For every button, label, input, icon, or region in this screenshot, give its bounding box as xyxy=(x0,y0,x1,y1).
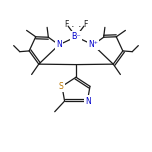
Text: N⁺: N⁺ xyxy=(88,40,98,49)
Text: B⁻: B⁻ xyxy=(71,32,81,41)
Text: .: . xyxy=(78,19,81,29)
Text: .: . xyxy=(71,19,74,29)
Text: F: F xyxy=(83,20,87,29)
Text: S: S xyxy=(59,82,64,91)
Text: F: F xyxy=(65,20,69,29)
Text: N: N xyxy=(85,97,91,106)
Text: N: N xyxy=(56,40,62,49)
